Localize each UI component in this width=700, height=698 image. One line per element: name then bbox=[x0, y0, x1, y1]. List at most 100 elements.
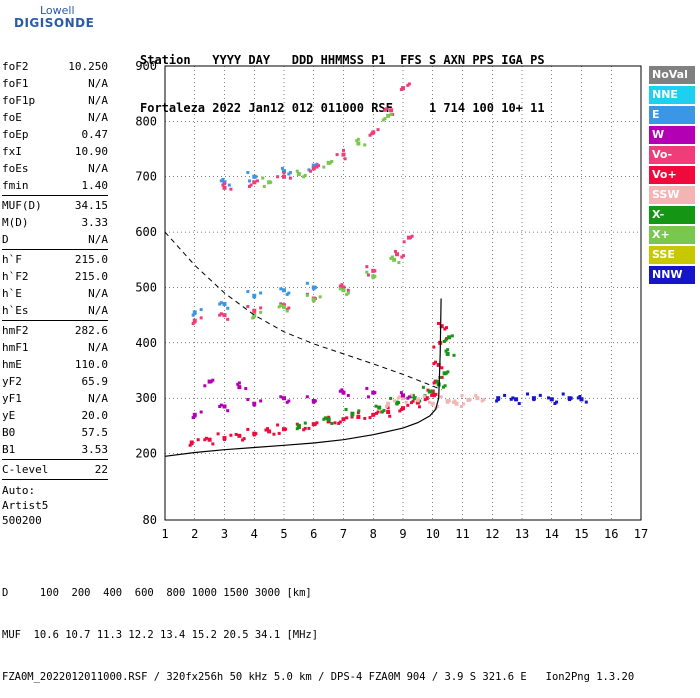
legend-item: SSE bbox=[649, 246, 695, 264]
data-point bbox=[401, 393, 405, 398]
param-row: yF1 N/A bbox=[2, 390, 108, 407]
legend-item: SSW bbox=[649, 186, 695, 204]
param-row: B1 3.53 bbox=[2, 441, 108, 458]
data-point bbox=[279, 287, 283, 291]
data-point bbox=[356, 411, 360, 415]
param-value: N/A bbox=[88, 94, 108, 107]
footer-file-info: FZA0M_2022012011000.RSF / 320fx256h 50 k… bbox=[2, 671, 635, 683]
data-point bbox=[307, 426, 311, 430]
data-point bbox=[398, 395, 402, 399]
data-point bbox=[282, 288, 286, 293]
param-row: hmF1 N/A bbox=[2, 339, 108, 356]
param-value: 110.0 bbox=[74, 358, 108, 371]
data-point bbox=[397, 401, 401, 405]
polarization-legend: NoVal NNE E W Vo- Vo+ SSW X- X+ SSE NNW bbox=[649, 66, 695, 286]
param-row: foF2 10.250 bbox=[2, 58, 108, 75]
legend-item: Vo- bbox=[649, 146, 695, 164]
data-point bbox=[204, 436, 208, 440]
data-point bbox=[330, 159, 334, 163]
param-value: N/A bbox=[88, 77, 108, 90]
param-row: M(D) 3.33 bbox=[2, 214, 108, 231]
data-point bbox=[340, 388, 344, 392]
data-point bbox=[459, 405, 463, 409]
param-key: h`F2 bbox=[2, 270, 29, 283]
data-point bbox=[442, 371, 447, 376]
data-point bbox=[356, 141, 361, 146]
data-point bbox=[447, 399, 451, 403]
param-divider bbox=[2, 479, 108, 480]
data-point bbox=[389, 396, 393, 400]
data-point bbox=[312, 299, 316, 303]
data-point bbox=[376, 128, 380, 132]
data-point bbox=[442, 385, 445, 389]
x-tick-label: 17 bbox=[634, 527, 648, 541]
data-point bbox=[244, 387, 248, 391]
data-point bbox=[247, 184, 251, 188]
data-point bbox=[209, 380, 213, 384]
data-point bbox=[406, 235, 411, 240]
data-point bbox=[311, 166, 316, 171]
data-point bbox=[368, 133, 372, 137]
data-point bbox=[443, 384, 447, 388]
data-point bbox=[444, 349, 448, 353]
data-point bbox=[370, 132, 374, 136]
data-point bbox=[226, 306, 230, 310]
data-point bbox=[402, 240, 406, 244]
data-point bbox=[252, 433, 256, 437]
param-row: MUF(D) 34.15 bbox=[2, 197, 108, 214]
data-point bbox=[397, 261, 401, 265]
data-point bbox=[395, 402, 399, 406]
param-key: hmE bbox=[2, 358, 22, 371]
data-point bbox=[415, 400, 420, 405]
data-point bbox=[242, 437, 246, 441]
param-row: h`Es N/A bbox=[2, 302, 108, 319]
data-point bbox=[191, 416, 195, 420]
data-point bbox=[305, 281, 309, 285]
data-point bbox=[385, 405, 389, 409]
data-point bbox=[389, 256, 393, 260]
x-tick-label: 6 bbox=[310, 527, 317, 541]
data-point bbox=[383, 117, 387, 121]
param-row: hmF2 282.6 bbox=[2, 322, 108, 339]
data-point bbox=[401, 396, 405, 401]
data-point bbox=[222, 302, 227, 307]
param-value: N/A bbox=[88, 392, 108, 405]
data-point bbox=[303, 426, 307, 430]
data-point bbox=[452, 353, 456, 357]
data-point bbox=[303, 421, 307, 425]
logo-line1: Lowell bbox=[40, 4, 75, 17]
data-point bbox=[547, 396, 551, 400]
data-point bbox=[409, 236, 413, 240]
data-point bbox=[386, 113, 391, 118]
data-point bbox=[226, 317, 230, 321]
data-point bbox=[223, 437, 226, 441]
data-point bbox=[371, 390, 376, 395]
data-point bbox=[237, 385, 242, 390]
data-point bbox=[199, 316, 203, 320]
data-point bbox=[365, 386, 369, 390]
x-tick-label: 15 bbox=[574, 527, 588, 541]
x-tick-label: 9 bbox=[399, 527, 406, 541]
param-divider bbox=[2, 249, 108, 250]
param-row: hmE 110.0 bbox=[2, 356, 108, 373]
data-point bbox=[203, 438, 207, 442]
data-point bbox=[285, 292, 289, 296]
param-value: N/A bbox=[88, 162, 108, 175]
data-point bbox=[219, 403, 223, 407]
data-point bbox=[309, 169, 313, 173]
data-point bbox=[259, 399, 263, 403]
data-point bbox=[496, 398, 500, 402]
data-point bbox=[229, 433, 233, 437]
data-point bbox=[568, 398, 572, 402]
data-point bbox=[430, 393, 434, 397]
data-point bbox=[357, 409, 361, 413]
data-point bbox=[313, 422, 317, 426]
data-point bbox=[219, 301, 223, 305]
param-value: 10.250 bbox=[68, 60, 108, 73]
data-point bbox=[328, 161, 332, 165]
data-point bbox=[392, 257, 397, 262]
legend-item: NNW bbox=[649, 266, 695, 284]
data-point bbox=[432, 381, 436, 385]
station-header: Station YYYY DAY DDD HHMMSS P1 FFS S AXN… bbox=[140, 20, 545, 132]
data-point bbox=[219, 312, 223, 316]
